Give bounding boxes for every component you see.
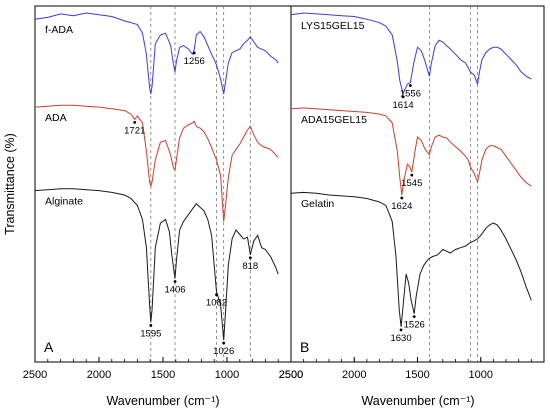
- peak-label-1556: 1556: [400, 89, 421, 100]
- series-label-gelatin: Gelatin: [301, 198, 334, 210]
- peak-marker-1082: [215, 293, 218, 297]
- x-tick-label: 2500: [279, 369, 303, 381]
- x-tick-label: 2500: [23, 369, 47, 381]
- peak-label-1256: 1256: [184, 56, 205, 67]
- x-tick-label: 2000: [87, 369, 111, 381]
- x-tick-label: 2500: [279, 369, 303, 381]
- peak-marker-1026: [222, 341, 226, 345]
- panel-a-series: [34, 12, 279, 341]
- peak-marker-1595: [149, 324, 153, 327]
- panel-b-series: [290, 12, 532, 327]
- series-line-lys15gel15: [290, 12, 532, 96]
- panel-a-labels: f-ADA ADA Alginate 1256 1721 1595 1406 1082 1026…: [45, 24, 258, 357]
- panel-b-x-ticks: 2500 2000 1500 1000: [279, 357, 545, 381]
- series-label-lys15gel15: LYS15GEL15: [301, 20, 365, 32]
- peak-marker-818: [248, 256, 252, 260]
- series-label-ada: ADA: [45, 112, 67, 124]
- peak-label-1630: 1630: [390, 333, 411, 344]
- x-axis-label-b: Wavenumber (cm⁻¹): [361, 394, 474, 408]
- series-label-alginate: Alginate: [45, 196, 83, 208]
- panel-b-reference-lines: [428, 6, 478, 362]
- peak-label-818: 818: [242, 261, 258, 272]
- x-tick-label: 1500: [151, 369, 175, 381]
- peak-label-1545: 1545: [401, 178, 422, 189]
- series-line-ada: [34, 104, 279, 222]
- series-label-ada15gel15: ADA15GEL15: [301, 114, 367, 126]
- y-axis-label: Transmittance (%): [3, 133, 17, 235]
- series-line-alginate: [34, 188, 279, 341]
- peak-marker-1406: [173, 280, 177, 283]
- peak-label-1082: 1082: [206, 298, 227, 309]
- panel-a-reference-lines: [150, 6, 251, 362]
- x-tick-label: 2000: [342, 369, 366, 381]
- peak-marker-1545: [410, 173, 414, 177]
- peak-label-1614: 1614: [393, 100, 414, 111]
- x-tick-label: 1000: [215, 369, 239, 381]
- peak-marker-1721: [133, 120, 137, 124]
- peak-label-1526: 1526: [404, 320, 425, 331]
- peak-marker-1630: [399, 328, 403, 332]
- peak-marker-1624: [400, 196, 404, 200]
- peak-marker-1556: [409, 84, 412, 87]
- peak-marker-1526: [412, 315, 416, 319]
- peak-label-1721: 1721: [124, 125, 145, 136]
- panel-b-letter: B: [300, 339, 309, 355]
- series-line-f-ada: [34, 12, 279, 95]
- peak-marker-1614: [401, 95, 405, 99]
- x-axis-label-a: Wavenumber (cm⁻¹): [106, 394, 219, 408]
- series-label-f-ada: f-ADA: [45, 24, 73, 36]
- series-line-ada15gel15: [290, 107, 532, 196]
- peak-label-1595: 1595: [140, 328, 161, 339]
- peak-label-1624: 1624: [391, 201, 412, 212]
- panel-a-letter: A: [44, 339, 54, 355]
- series-line-gelatin: [290, 191, 532, 327]
- x-tick-label: 1500: [405, 369, 429, 381]
- panel-a-frame: [34, 5, 292, 363]
- peak-marker-1256: [192, 51, 196, 55]
- x-tick-label: 1000: [469, 369, 493, 381]
- peak-label-1026: 1026: [213, 346, 234, 357]
- peak-label-1406: 1406: [164, 285, 185, 296]
- panel-a-x-ticks: 2500 2000 1500 1000 2500: [23, 357, 303, 381]
